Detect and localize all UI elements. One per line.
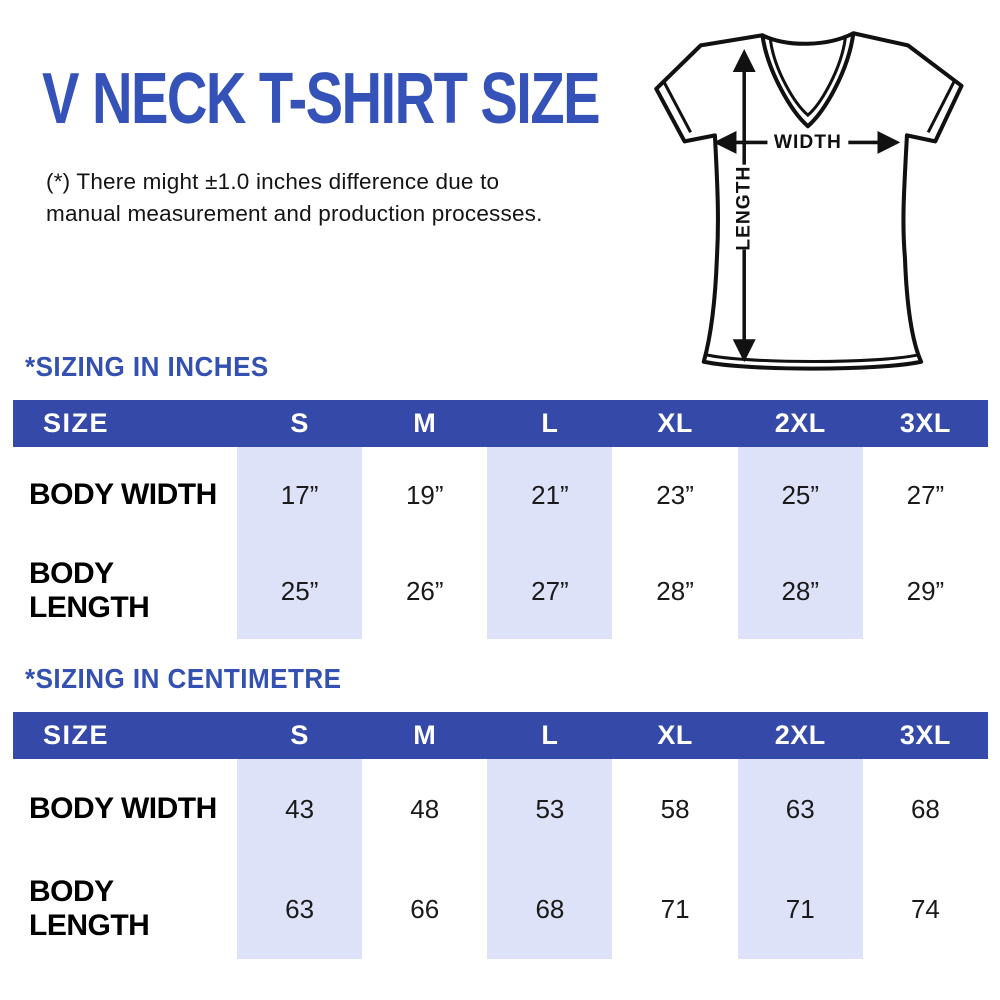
column-header-s: S [290, 720, 309, 750]
tshirt-outline [654, 31, 964, 371]
cell-value: 71 [737, 859, 863, 959]
row-label: BODY LENGTH [29, 557, 150, 624]
inches-table: SIZE S M L XL 2XL 3XL BODY WIDTH 17” 19”… [13, 400, 988, 639]
cell-value: 27” [906, 479, 945, 510]
cm-table-header-row: SIZE S M L XL 2XL 3XL [13, 712, 988, 759]
length-arrow: LENGTH [730, 49, 759, 363]
sizing-inches-heading: *SIZING IN INCHES [25, 351, 269, 382]
tshirt-diagram: LENGTH WIDTH [654, 31, 964, 371]
cell-value: 48 [410, 793, 440, 824]
cell-value: 68 [910, 793, 940, 824]
row-label: BODY WIDTH [29, 792, 217, 825]
cell-value: 63 [737, 759, 863, 859]
cell-value: 23” [656, 479, 694, 510]
column-header-3xl: 3XL [899, 408, 951, 438]
cell-value: 63 [237, 859, 363, 959]
length-label: LENGTH [734, 166, 755, 251]
body-length-row-cm: BODY LENGTH 63 66 68 71 71 74 [13, 859, 988, 959]
cell-value: 19” [405, 479, 444, 510]
cell-value: 68 [487, 859, 613, 959]
column-header-l: L [541, 720, 559, 750]
sizing-cm-heading: *SIZING IN CENTIMETRE [25, 663, 342, 694]
column-header-2xl: 2XL [774, 408, 826, 438]
cell-value: 27” [487, 543, 613, 639]
row-label: BODY LENGTH [29, 875, 150, 942]
column-header-3xl: 3XL [899, 720, 951, 750]
cuff-line-right [926, 80, 956, 134]
collar-inner-line [768, 38, 847, 118]
width-label: WIDTH [774, 132, 842, 153]
column-header-size: SIZE [43, 408, 110, 438]
disclaimer-line-2: manual measurement and production proces… [46, 200, 543, 226]
cuff-line-left [661, 80, 692, 134]
column-header-l: L [541, 408, 559, 438]
column-header-2xl: 2XL [774, 720, 826, 750]
body-length-row-inches: BODY LENGTH 25” 26” 27” 28” 28” 29” [13, 543, 988, 639]
body-width-row-inches: BODY WIDTH 17” 19” 21” 23” 25” 27” [13, 447, 988, 543]
cell-value: 26” [405, 575, 444, 606]
page-title: V NECK T-SHIRT SIZE [42, 59, 601, 139]
collar-back-line [761, 31, 855, 46]
cell-value: 43 [237, 759, 363, 859]
cell-value: 71 [660, 893, 690, 924]
cell-value: 74 [910, 893, 940, 924]
inches-table-header-row: SIZE S M L XL 2XL 3XL [13, 400, 988, 447]
column-header-xl: XL [657, 720, 693, 750]
cell-value: 17” [237, 447, 363, 543]
disclaimer-line-1: (*) There might ±1.0 inches difference d… [46, 169, 500, 194]
cell-value: 66 [410, 893, 440, 924]
cell-value: 25” [237, 543, 363, 639]
cell-value: 21” [487, 447, 613, 543]
cell-value: 29” [906, 575, 945, 606]
cell-value: 28” [656, 575, 694, 606]
cell-value: 25” [737, 447, 863, 543]
cell-value: 58 [660, 793, 690, 824]
cell-value: 28” [737, 543, 863, 639]
column-header-s: S [290, 408, 309, 438]
disclaimer: (*) There might ±1.0 inches difference d… [46, 166, 543, 230]
width-arrow: WIDTH [713, 129, 901, 156]
column-header-size: SIZE [43, 720, 110, 750]
body-width-row-cm: BODY WIDTH 43 48 53 58 63 68 [13, 759, 988, 859]
hem-inner-line [705, 353, 920, 364]
cell-value: 53 [487, 759, 613, 859]
column-header-xl: XL [657, 408, 693, 438]
cm-table: SIZE S M L XL 2XL 3XL BODY WIDTH 43 48 5… [13, 712, 988, 959]
column-header-m: M [413, 408, 437, 438]
row-label: BODY WIDTH [29, 478, 217, 511]
column-header-m: M [413, 720, 437, 750]
